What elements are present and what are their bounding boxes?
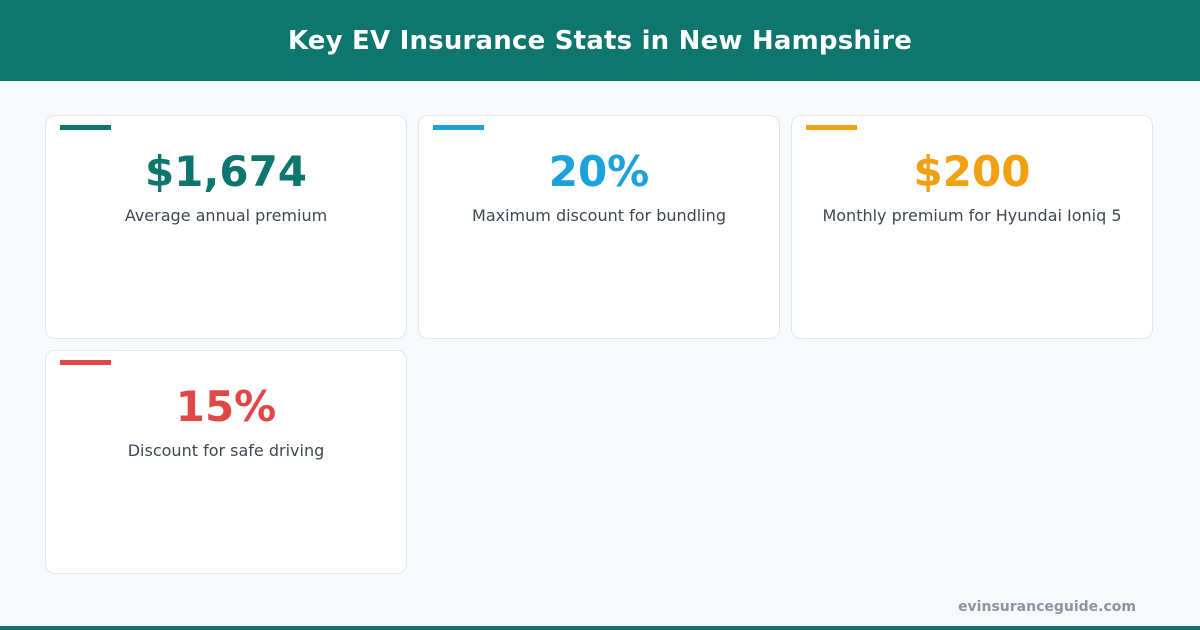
stat-card-ioniq-monthly-premium: $200 Monthly premium for Hyundai Ioniq 5 xyxy=(791,115,1153,339)
stat-card-safe-driving-discount: 15% Discount for safe driving xyxy=(45,350,407,574)
header-banner: Key EV Insurance Stats in New Hampshire xyxy=(0,0,1200,81)
stat-value: $200 xyxy=(913,147,1031,196)
stat-card-bundling-discount: 20% Maximum discount for bundling xyxy=(418,115,780,339)
accent-bar xyxy=(60,125,111,130)
stat-value: $1,674 xyxy=(144,147,308,196)
accent-bar xyxy=(806,125,857,130)
page-title: Key EV Insurance Stats in New Hampshire xyxy=(287,25,913,56)
stat-label: Monthly premium for Hyundai Ioniq 5 xyxy=(822,206,1122,225)
site-credit: evinsuranceguide.com xyxy=(958,599,1136,615)
accent-bar xyxy=(433,125,484,130)
stat-label: Average annual premium xyxy=(124,206,328,225)
bottom-accent-bar xyxy=(0,626,1200,630)
stat-label: Maximum discount for bundling xyxy=(472,206,726,225)
stat-value: 20% xyxy=(548,147,650,196)
stat-label: Discount for safe driving xyxy=(127,441,325,460)
stat-card-average-annual-premium: $1,674 Average annual premium xyxy=(45,115,407,339)
stat-value: 15% xyxy=(175,382,277,431)
accent-bar xyxy=(60,360,111,365)
